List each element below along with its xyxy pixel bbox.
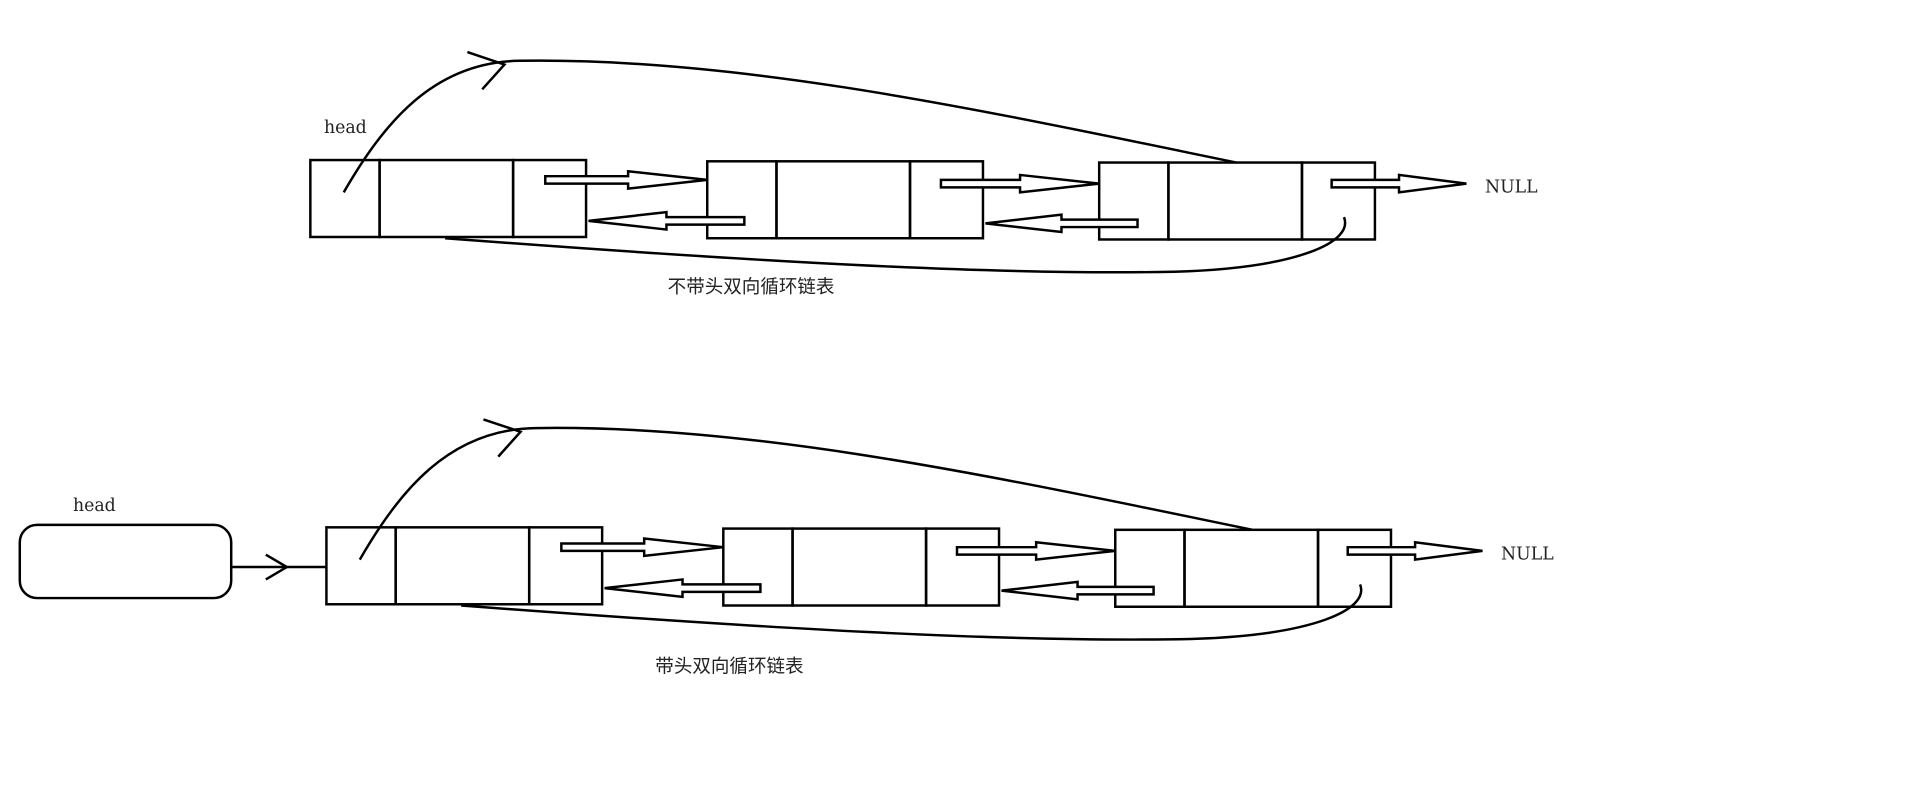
circular-prev-link-arrowhead bbox=[483, 418, 523, 458]
next-arrow-2-to-3 bbox=[955, 540, 1116, 561]
next-pointer-cell bbox=[511, 158, 588, 239]
next-arrow-1-to-2 bbox=[560, 537, 724, 558]
head-node-box bbox=[18, 523, 233, 600]
prev-arrow-3-to-2 bbox=[985, 213, 1139, 234]
node-chain bbox=[325, 418, 1483, 641]
diagram-caption: 不带头双向循环链表 bbox=[668, 277, 835, 298]
head-label: head bbox=[73, 496, 116, 516]
head-label: head bbox=[324, 118, 367, 138]
circular-next-link-curve bbox=[461, 583, 1363, 641]
list-node-2 bbox=[706, 160, 985, 240]
next-pointer-cell bbox=[1316, 528, 1393, 608]
circular-prev-link-arrowhead bbox=[466, 50, 507, 91]
next-arrow-3-to-null bbox=[1346, 540, 1483, 562]
circular-next-link-curve bbox=[445, 216, 1347, 274]
diagram-without-sentinel-head: head NULL 不带头双向循环链表 bbox=[309, 50, 1538, 298]
next-pointer-cell bbox=[924, 527, 1001, 607]
diagram-caption: 带头双向循环链表 bbox=[655, 656, 803, 677]
null-label: NULL bbox=[1501, 545, 1554, 565]
list-node-2 bbox=[722, 527, 1001, 607]
diagram-with-sentinel-head: head NULL 带头双向循环链表 bbox=[18, 418, 1554, 678]
list-node-1 bbox=[325, 526, 604, 606]
node-chain bbox=[309, 50, 1467, 274]
prev-arrow-3-to-2 bbox=[1001, 580, 1155, 601]
null-label: NULL bbox=[1485, 177, 1538, 197]
circular-prev-link-curve bbox=[358, 426, 1253, 561]
prev-arrow-2-to-1 bbox=[588, 210, 746, 231]
list-node-1 bbox=[309, 158, 588, 239]
prev-arrow-2-to-1 bbox=[604, 578, 762, 599]
next-pointer-cell bbox=[908, 160, 985, 240]
next-pointer-cell bbox=[527, 526, 604, 606]
list-node-3 bbox=[1097, 161, 1377, 241]
circular-prev-link-curve bbox=[342, 59, 1237, 193]
head-pointer-arrowhead bbox=[265, 553, 290, 581]
next-arrow-2-to-3 bbox=[939, 173, 1100, 194]
list-node-3 bbox=[1114, 528, 1393, 608]
next-pointer-cell bbox=[1300, 161, 1377, 241]
next-arrow-3-to-null bbox=[1330, 173, 1467, 194]
next-arrow-1-to-2 bbox=[544, 169, 708, 190]
